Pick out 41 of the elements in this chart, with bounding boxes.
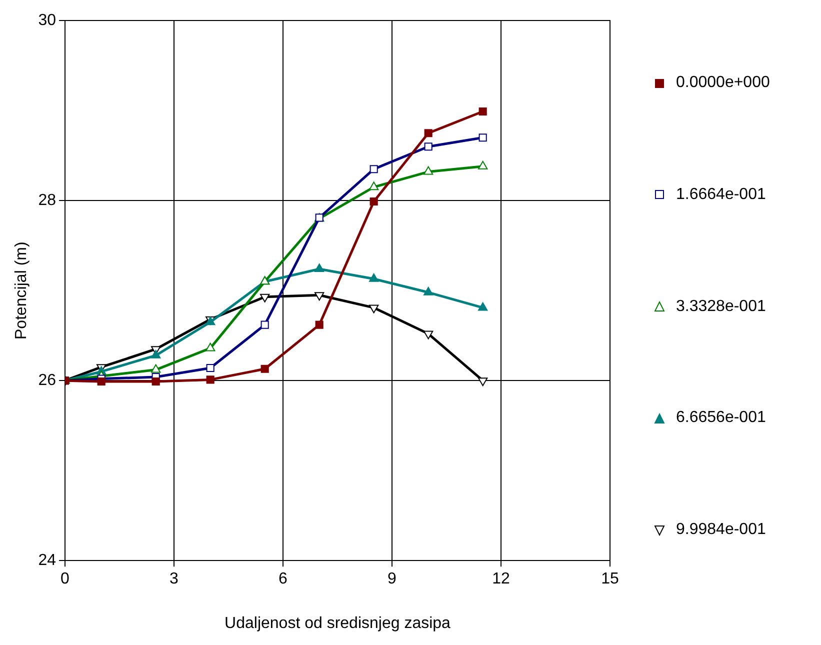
- legend-label: 1.6664e-001: [676, 186, 766, 204]
- x-tick-label: 9: [388, 570, 397, 588]
- point: [369, 182, 379, 190]
- point: [424, 142, 432, 151]
- point: [370, 165, 378, 174]
- point: [478, 302, 488, 311]
- x-tick-label: 0: [60, 570, 70, 588]
- point: [478, 107, 487, 116]
- point: [424, 286, 434, 296]
- point: [260, 294, 270, 302]
- point: [152, 377, 160, 386]
- x-tick-label: 6: [278, 570, 288, 588]
- point: [206, 342, 216, 352]
- y-tick-label: 24: [38, 552, 56, 570]
- legend-label: 3.3328e-001: [676, 298, 766, 316]
- y-tick-label: 28: [38, 192, 56, 210]
- point: [424, 129, 432, 138]
- x-tick-label: 12: [492, 570, 510, 588]
- point: [260, 364, 269, 373]
- point: [478, 134, 487, 142]
- legend-label: 6.6656e-001: [676, 409, 766, 428]
- point: [260, 320, 269, 329]
- point: [315, 320, 324, 329]
- y-axis-title: Potencijal (m): [13, 242, 30, 340]
- point: [151, 350, 161, 358]
- point: [370, 197, 378, 206]
- legend-label: 0.0000e+000: [676, 74, 770, 92]
- x-tick-label: 15: [601, 570, 619, 588]
- x-tick-label: 3: [170, 570, 179, 588]
- point: [206, 376, 214, 384]
- point: [97, 377, 106, 386]
- point: [151, 364, 161, 373]
- point: [314, 264, 324, 272]
- point: [369, 273, 379, 282]
- point: [478, 160, 488, 170]
- legend-label: 9.9984e-001: [676, 521, 766, 539]
- point: [424, 166, 434, 175]
- x-axis-title: Udaljenost od sredisnjeg zasipa: [224, 614, 451, 632]
- y-tick-label: 30: [38, 12, 56, 30]
- y-tick-label: 26: [38, 372, 56, 390]
- point: [206, 364, 214, 372]
